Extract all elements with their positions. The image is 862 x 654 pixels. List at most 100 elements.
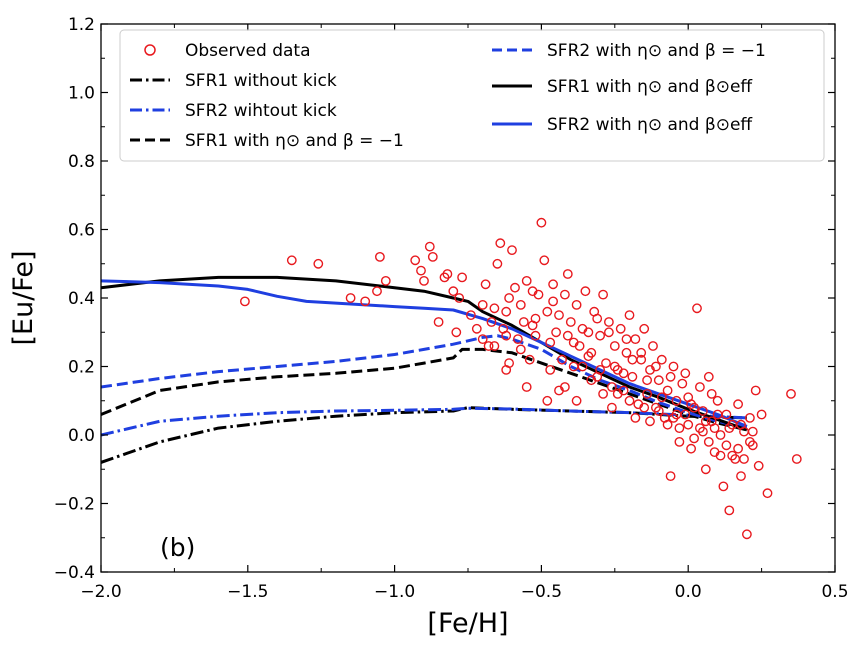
observed-data-point [530, 330, 541, 341]
observed-data-point [665, 471, 676, 481]
observed-data-point [618, 368, 629, 379]
series-line-sfr1-nokick [101, 406, 747, 464]
scatter-layer [239, 217, 802, 540]
observed-data-point [627, 354, 638, 365]
observed-data-point [753, 460, 764, 471]
observed-data-point [715, 450, 726, 461]
observed-data-point [536, 217, 547, 228]
observed-data-point [530, 313, 541, 324]
y-tick-label: −0.4 [54, 563, 95, 583]
legend-label-sfr1-nokick: SFR1 without kick [185, 71, 337, 91]
series-line-sfr2-nokick [101, 406, 747, 437]
observed-data-point [471, 323, 482, 334]
observed-data-point [607, 382, 617, 392]
observed-data-point [604, 327, 614, 338]
observed-data-point [642, 388, 652, 399]
y-tick-label: 1.0 [68, 84, 95, 104]
observed-data-point [639, 402, 650, 413]
observed-data-point [571, 299, 582, 310]
observed-data-point [448, 286, 459, 297]
observed-data-point [604, 317, 614, 327]
observed-data-point [477, 334, 488, 344]
observed-data-point [427, 251, 438, 262]
observed-data-point [583, 351, 594, 362]
observed-data-point [577, 323, 588, 334]
observed-data-point [698, 406, 708, 416]
legend-label-sfr1-beta-eff: SFR1 with η⊙ and β⊙eff [547, 77, 753, 97]
x-tick-label: −1.0 [374, 582, 415, 602]
observed-data-point [560, 289, 570, 300]
observed-data-point [510, 282, 520, 293]
legend-label-sfr2-nokick: SFR2 wihtout kick [185, 101, 337, 121]
series-line-sfr1-beta-eff [101, 275, 748, 432]
observed-data-point [595, 364, 605, 375]
observed-data-point [372, 286, 382, 297]
observed-data-point [709, 423, 720, 433]
observed-data-point [680, 368, 691, 379]
y-tick-label: 0.0 [68, 426, 95, 446]
observed-data-point [621, 334, 632, 344]
observed-data-point [736, 419, 746, 430]
observed-data-point [562, 269, 573, 279]
observed-data-point [756, 409, 767, 420]
observed-data-point [565, 317, 576, 327]
observed-data-point [598, 289, 608, 300]
observed-data-point [653, 406, 664, 416]
observed-data-point [656, 354, 667, 365]
observed-data-point [595, 330, 605, 341]
observed-data-point [465, 310, 476, 320]
observed-data-point [677, 378, 688, 389]
y-tick-label: 0.8 [68, 152, 95, 172]
observed-data-point [454, 293, 465, 303]
observed-data-point [607, 402, 617, 413]
observed-data-point [739, 454, 749, 464]
plot-area [101, 217, 802, 540]
observed-data-point [551, 327, 561, 338]
observed-data-point [742, 529, 752, 540]
legend-label-sfr2-beta-eff: SFR2 with η⊙ and β⊙eff [547, 115, 753, 135]
y-tick-label: 1.2 [68, 15, 95, 35]
observed-data-point [639, 323, 650, 334]
observed-data-point [736, 471, 746, 481]
legend-box [119, 29, 825, 162]
observed-data-point [609, 361, 620, 372]
series-line-sfr2-beta-m1 [101, 334, 748, 430]
observed-data-point [683, 419, 694, 430]
observed-data-point [689, 433, 699, 444]
observed-data-point [686, 399, 696, 410]
observed-data-point [486, 317, 497, 327]
observed-data-point [627, 371, 638, 382]
observed-data-point [645, 416, 655, 427]
observed-data-point [489, 341, 500, 351]
observed-data-point [571, 395, 582, 406]
observed-data-point [554, 385, 564, 396]
observed-data-point [665, 371, 676, 382]
observed-data-point [380, 275, 391, 286]
observed-data-point [700, 464, 711, 475]
observed-data-point [615, 323, 626, 334]
observed-data-point [574, 341, 585, 351]
observed-data-point [513, 334, 523, 344]
y-tick-label: 0.2 [68, 358, 95, 378]
x-tick-label: −0.5 [521, 582, 562, 602]
observed-data-point [747, 426, 758, 437]
observed-data-point [492, 258, 503, 269]
legend: Observed data SFR1 without kick SFR2 wih… [119, 29, 825, 162]
observed-data-point [521, 275, 532, 286]
observed-data-point [642, 375, 652, 386]
observed-data-point [501, 306, 512, 317]
observed-data-point [477, 299, 488, 310]
y-tick-label: 0.4 [68, 289, 95, 309]
observed-data-point [715, 430, 726, 440]
observed-data-point [612, 388, 623, 399]
ticks-layer: −2.0 −1.5 −1.0 −0.5 0.0 0.5 −0.4 −0.2 0.0 0.2 0.4 0… [54, 15, 849, 602]
observed-data-point [703, 436, 714, 447]
observed-data-point [630, 412, 641, 423]
observed-data-point [750, 385, 761, 396]
observed-data-point [733, 443, 743, 454]
legend-label-sfr2-beta-m1: SFR2 with η⊙ and β = −1 [547, 41, 766, 61]
observed-data-point [695, 382, 705, 392]
observed-data-point [706, 388, 717, 399]
observed-data-point [651, 361, 661, 372]
